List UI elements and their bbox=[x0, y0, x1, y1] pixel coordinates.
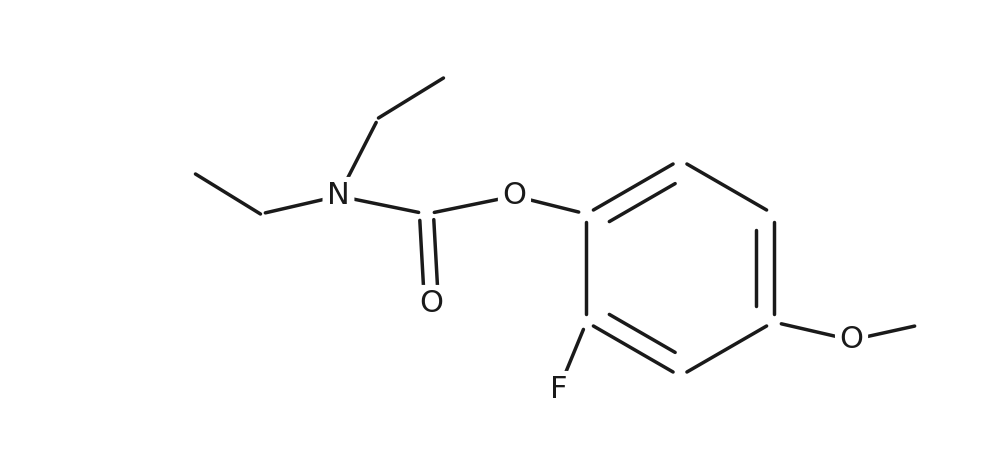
Text: O: O bbox=[839, 326, 864, 354]
Text: O: O bbox=[502, 182, 526, 211]
Text: O: O bbox=[419, 289, 444, 319]
Text: F: F bbox=[550, 376, 567, 405]
Text: N: N bbox=[327, 182, 350, 211]
